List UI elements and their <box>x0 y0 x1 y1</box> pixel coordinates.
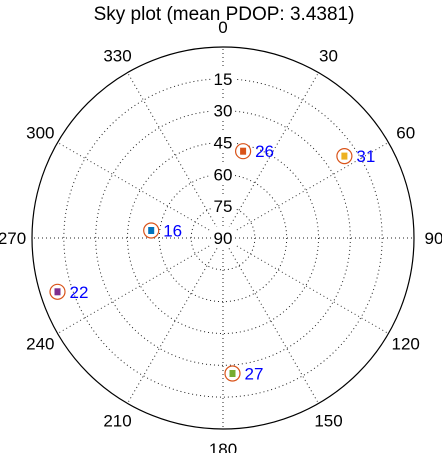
satellite-label-16: 16 <box>163 222 182 241</box>
satellite-label-27: 27 <box>245 365 264 384</box>
satellite-label-22: 22 <box>70 283 89 302</box>
elevation-ring-60 <box>158 173 288 303</box>
satellite-label-26: 26 <box>255 142 274 161</box>
elevation-label-30: 30 <box>214 102 233 121</box>
satellite-marker-22 <box>54 288 61 296</box>
azimuth-label-0: 0 <box>218 18 227 37</box>
elevation-ring-45 <box>127 142 319 334</box>
satellite-marker-27 <box>229 370 236 377</box>
azimuth-label-270: 270 <box>0 229 26 248</box>
satellite-marker-31 <box>341 152 348 160</box>
satellite-marker-26 <box>240 147 247 155</box>
azimuth-spoke-120 <box>222 237 389 334</box>
satellite-16: 16 <box>143 222 182 241</box>
horizon-circle <box>31 46 415 430</box>
azimuth-label-180: 180 <box>209 440 237 453</box>
azimuth-label-90: 90 <box>425 229 442 248</box>
elevation-label-bg-45 <box>211 131 235 152</box>
satellite-31: 31 <box>336 147 375 166</box>
satellite-26: 26 <box>235 142 274 161</box>
azimuth-tick-labels: 0 30 60 90 120 150 180 210 240 270 300 330 <box>0 18 442 453</box>
elevation-ring-30 <box>95 110 351 366</box>
satellite-22: 22 <box>49 283 89 302</box>
elevation-label-bg-15 <box>211 67 235 88</box>
elevation-ring-15 <box>63 78 383 398</box>
elevation-label-75: 75 <box>214 197 233 216</box>
azimuth-spoke-210 <box>127 237 224 404</box>
satellite-marker-16 <box>148 227 155 234</box>
chart-title: Sky plot (mean PDOP: 3.4381) <box>94 4 355 25</box>
elevation-label-bg-75 <box>211 195 235 216</box>
elevation-label-60: 60 <box>214 165 233 184</box>
azimuth-label-120: 120 <box>392 335 420 354</box>
azimuth-label-150: 150 <box>314 412 342 431</box>
satellite-markers: 26 31 16 22 27 <box>49 142 375 384</box>
elevation-label-bg-30 <box>211 99 235 120</box>
azimuth-label-210: 210 <box>103 412 131 431</box>
elevation-ring-75 <box>190 205 256 271</box>
azimuth-spoke-330 <box>127 72 224 239</box>
elevation-tick-labels: 15 30 45 60 75 90 <box>211 67 235 248</box>
satellite-label-31: 31 <box>356 147 375 166</box>
azimuth-spoke-300 <box>57 142 224 239</box>
satellite-27: 27 <box>224 365 264 384</box>
elevation-label-45: 45 <box>214 134 233 153</box>
azimuth-label-240: 240 <box>26 335 54 354</box>
azimuth-label-60: 60 <box>396 124 415 143</box>
elevation-label-bg-90 <box>211 227 235 247</box>
elevation-label-bg-60 <box>211 163 235 184</box>
azimuth-label-300: 300 <box>26 124 54 143</box>
azimuth-label-30: 30 <box>319 46 338 65</box>
elevation-label-15: 15 <box>214 70 233 89</box>
elevation-label-90: 90 <box>214 229 233 248</box>
polar-grid <box>31 46 415 430</box>
azimuth-label-330: 330 <box>103 46 131 65</box>
